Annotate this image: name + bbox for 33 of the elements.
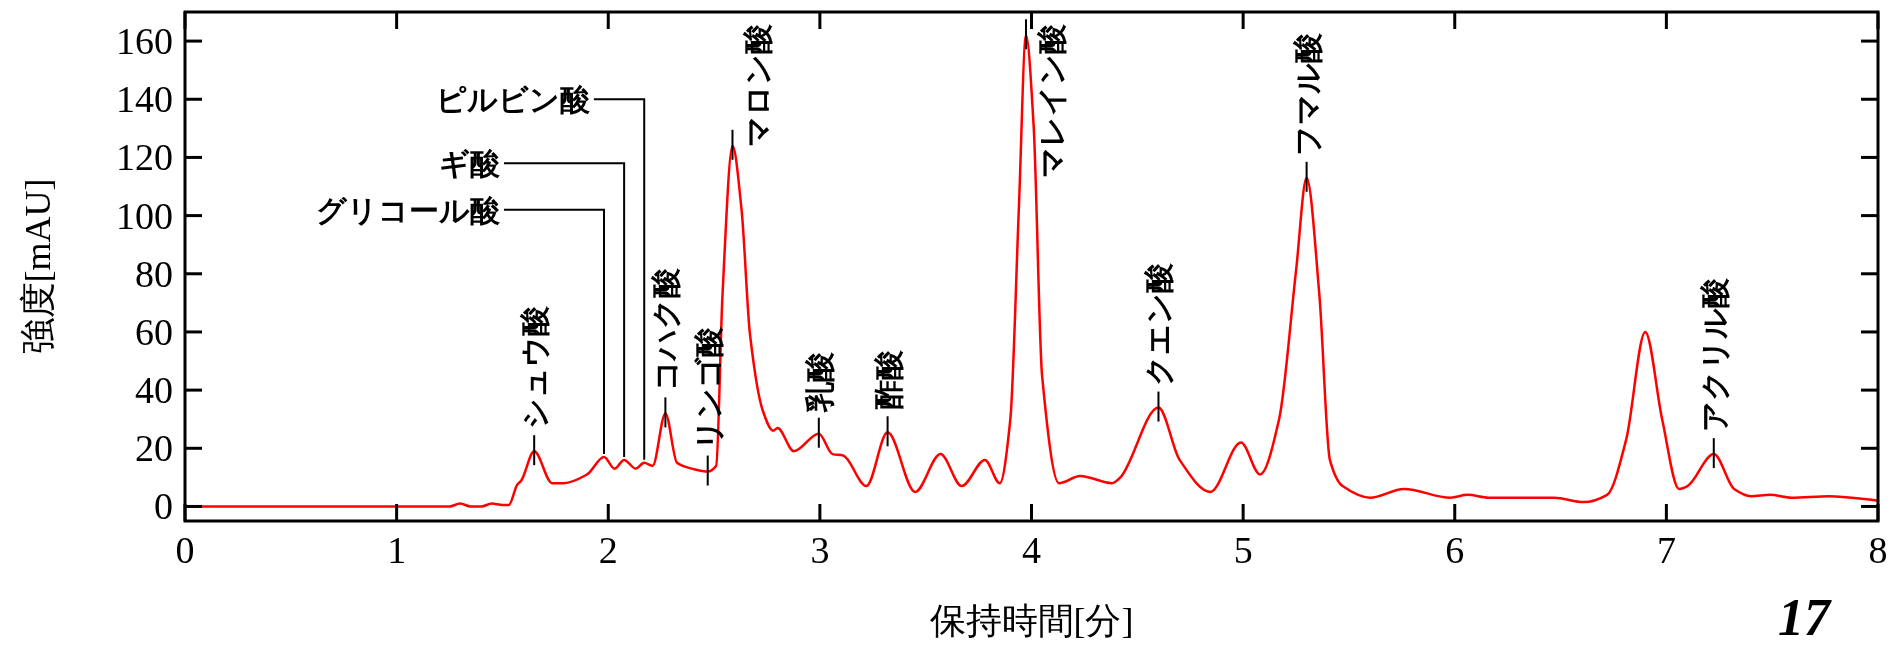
x-tick-label: 4 xyxy=(1022,529,1041,571)
y-axis-title: 強度[mAU] xyxy=(18,178,58,355)
annotation: フマル酸 xyxy=(1290,32,1324,156)
annotation: 酢酸 xyxy=(871,350,905,411)
annotation: ピルビン酸 xyxy=(435,83,590,117)
annotation: マレイン酸 xyxy=(1035,24,1068,178)
x-tick-label: 1 xyxy=(387,529,407,571)
y-tick-label: 120 xyxy=(116,136,173,179)
annotation: シュウ酸 xyxy=(518,306,552,430)
y-tick-label: 20 xyxy=(135,427,173,470)
x-tick-label: 6 xyxy=(1445,529,1465,571)
x-tick-label: 3 xyxy=(810,529,830,571)
annotation: グリコール酸 xyxy=(315,193,500,227)
y-tick-label: 40 xyxy=(135,369,173,412)
y-tick-label: 80 xyxy=(135,252,173,295)
x-tick-label: 8 xyxy=(1868,529,1888,571)
x-tick-label: 5 xyxy=(1233,529,1253,571)
y-tick-label: 140 xyxy=(116,78,173,121)
annotation: マロン酸 xyxy=(741,24,775,147)
x-tick-label: 7 xyxy=(1656,529,1676,571)
annotation: クエン酸 xyxy=(1142,262,1176,386)
annotation: コハク酸 xyxy=(649,268,683,392)
y-tick-label: 100 xyxy=(116,194,173,237)
annotation: アクリル酸 xyxy=(1697,278,1731,433)
y-tick-label: 60 xyxy=(135,310,173,353)
annotation: 乳酸 xyxy=(802,351,836,413)
annotation: リンゴ酸 xyxy=(691,326,725,450)
x-tick-label: 2 xyxy=(598,529,618,571)
annotation: ギ酸 xyxy=(438,147,500,181)
y-tick-label: 160 xyxy=(116,20,173,63)
x-axis-title: 保持時間[分] xyxy=(929,601,1134,641)
text: 17 xyxy=(1778,589,1832,646)
y-tick-label: 0 xyxy=(154,485,173,528)
